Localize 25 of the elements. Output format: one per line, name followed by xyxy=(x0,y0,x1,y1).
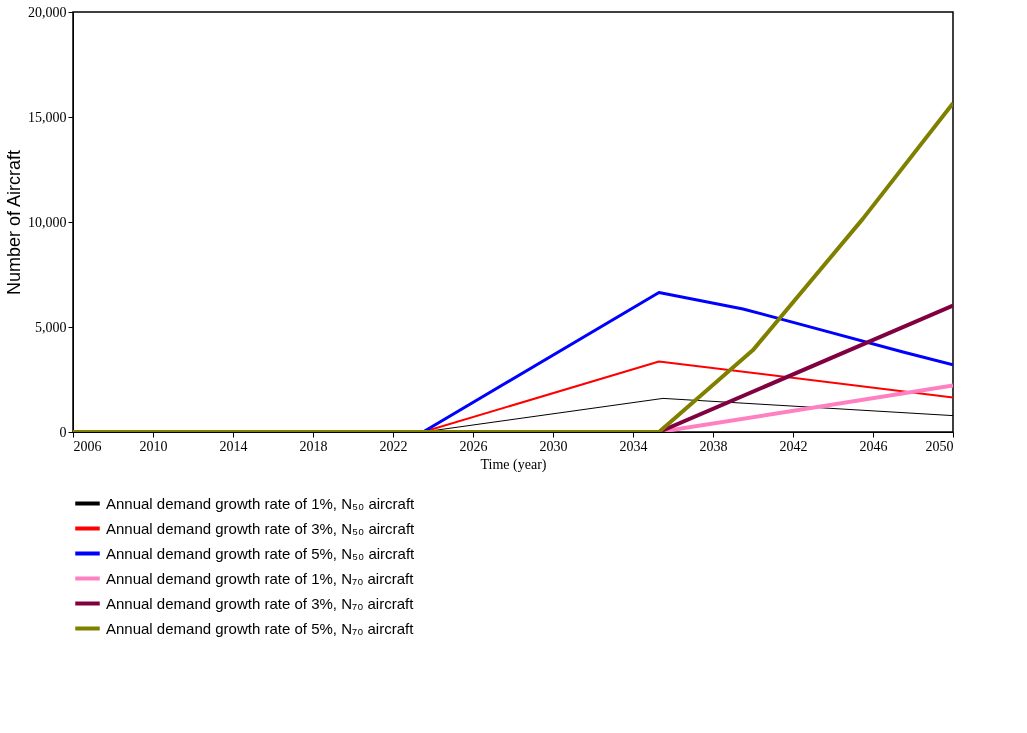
x-tick-label: 2042 xyxy=(779,438,808,454)
x-tick-label: 2038 xyxy=(699,438,728,454)
y-tick-label: 20,000 xyxy=(28,4,67,20)
y-tick-label: 0 xyxy=(59,424,67,440)
legend-label: Annual demand growth rate of 1%, N₇₀ aircraft xyxy=(106,569,415,587)
legend-label: Annual demand growth rate of 1%, N₅₀ aircraft xyxy=(106,494,416,512)
x-tick-label: 2034 xyxy=(619,438,648,454)
x-tick-label: 2046 xyxy=(859,438,888,454)
x-tick-label: 2050 xyxy=(925,438,954,454)
x-tick-label: 2026 xyxy=(459,438,488,454)
y-tick-label: 5,000 xyxy=(35,319,67,335)
x-tick-label: 2006 xyxy=(73,438,102,454)
x-tick-label: 2030 xyxy=(539,438,568,454)
legend-label: Annual demand growth rate of 3%, N₅₀ aircraft xyxy=(106,519,416,537)
legend-label: Annual demand growth rate of 5%, N₇₀ aircraft xyxy=(106,619,415,637)
y-tick-label: 10,000 xyxy=(28,214,67,230)
x-tick-label: 2010 xyxy=(139,438,168,454)
x-tick-label: 2022 xyxy=(379,438,408,454)
x-tick-label: 2018 xyxy=(299,438,328,454)
y-axis-title: Number of Aircraft xyxy=(4,149,24,296)
legend-label: Annual demand growth rate of 3%, N₇₀ aircraft xyxy=(106,594,415,612)
x-axis-title: Time (year) xyxy=(480,456,547,473)
legend-label: Annual demand growth rate of 5%, N₅₀ aircraft xyxy=(106,544,416,562)
x-tick-label: 2014 xyxy=(219,438,248,454)
y-tick-label: 15,000 xyxy=(28,109,67,125)
